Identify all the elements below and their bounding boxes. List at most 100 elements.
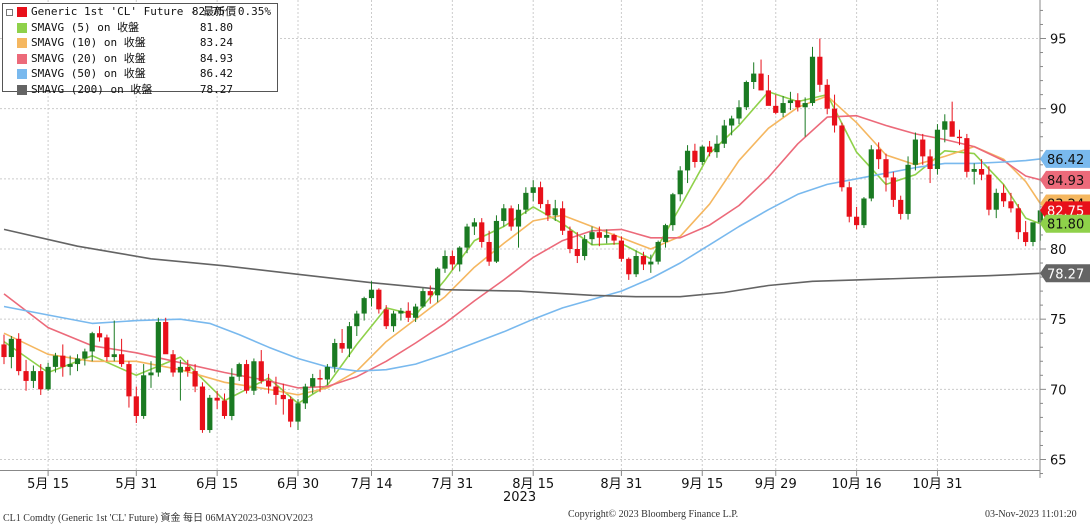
- candlestick: [479, 218, 485, 248]
- candle-body: [898, 199, 904, 214]
- candle-body: [699, 146, 705, 162]
- candle-body: [273, 386, 279, 395]
- candle-body: [119, 354, 125, 365]
- candlestick: [949, 101, 955, 137]
- legend-item-sma20: SMAVG (20) on 收盤 84.93: [3, 51, 277, 67]
- candle-body: [229, 376, 235, 416]
- legend-swatch: [17, 7, 27, 17]
- candlestick: [273, 376, 279, 405]
- candle-body: [82, 351, 88, 359]
- candle-body: [758, 73, 764, 91]
- y-tick-label: 75: [1050, 313, 1067, 328]
- candle-body: [302, 386, 308, 404]
- candle-body: [361, 298, 367, 314]
- candlestick: [332, 338, 338, 373]
- candle-body: [221, 400, 228, 416]
- candle-body: [743, 82, 749, 108]
- candle-body: [214, 397, 220, 401]
- y-tick-label: 65: [1050, 454, 1067, 469]
- candlestick: [648, 254, 654, 273]
- candlestick: [729, 115, 735, 136]
- candlestick: [633, 250, 639, 278]
- candle-body: [655, 241, 661, 262]
- candle-body: [288, 399, 294, 422]
- legend-label: SMAVG (50) on 收盤: [31, 67, 146, 80]
- candlestick: [383, 305, 389, 329]
- candle-body: [508, 208, 514, 227]
- candlestick: [368, 281, 375, 307]
- candlestick: [934, 124, 941, 175]
- candlestick: [912, 132, 918, 171]
- candle-body: [596, 232, 602, 238]
- candlestick: [567, 226, 573, 254]
- candlestick: [1030, 222, 1036, 247]
- candlestick: [236, 362, 242, 381]
- candle-body: [74, 358, 81, 365]
- candle-body: [405, 310, 411, 318]
- candlestick: [802, 97, 808, 137]
- candle-body: [133, 396, 139, 416]
- candlestick: [405, 302, 411, 322]
- candle-body: [978, 169, 985, 175]
- value-tag-label: 81.80: [1047, 218, 1084, 233]
- legend-label: Generic 1st 'CL' Future - 最新價: [31, 5, 237, 18]
- candle-body: [986, 174, 992, 210]
- candlestick: [435, 267, 441, 303]
- candle-body: [662, 225, 669, 242]
- collapse-box-icon[interactable]: [6, 9, 13, 16]
- candlestick: [758, 59, 764, 91]
- candle-body: [633, 256, 639, 275]
- value-tag: 84.93: [1040, 170, 1090, 189]
- candle-body: [346, 326, 353, 349]
- candlestick: [920, 133, 926, 165]
- candlestick: [339, 328, 345, 353]
- candlestick: [589, 226, 595, 245]
- candle-body: [163, 321, 169, 355]
- candle-body: [993, 192, 999, 210]
- legend-value: 86.42: [199, 67, 233, 80]
- candle-body: [971, 169, 977, 172]
- candle-body: [545, 204, 551, 216]
- candle-body: [310, 378, 316, 387]
- candle-body: [442, 256, 448, 269]
- candlestick: [449, 250, 455, 271]
- candle-body: [398, 310, 404, 314]
- candlestick: [993, 188, 999, 219]
- candle-body: [964, 138, 970, 172]
- candle-body: [552, 208, 558, 216]
- candle-body: [8, 338, 14, 358]
- candlestick: [89, 331, 95, 362]
- candlestick: [354, 310, 360, 337]
- candle-body: [949, 121, 955, 137]
- candle-body: [670, 194, 676, 226]
- candlestick: [185, 359, 191, 377]
- candlestick: [618, 236, 624, 262]
- value-tag-label: 78.27: [1047, 267, 1084, 282]
- candlestick: [905, 156, 911, 220]
- candle-body: [38, 371, 44, 390]
- legend-change: 0.35%: [237, 5, 271, 18]
- candlestick: [310, 373, 316, 394]
- candle-body: [530, 187, 536, 193]
- candlestick: [692, 143, 698, 168]
- candle-body: [376, 289, 382, 310]
- candle-body: [383, 309, 389, 327]
- value-tag: 78.27: [1040, 264, 1090, 283]
- candle-body: [104, 337, 110, 358]
- candlestick: [23, 359, 29, 391]
- candle-body: [111, 354, 117, 358]
- candlestick: [170, 350, 176, 377]
- candlestick: [119, 338, 125, 367]
- candlestick: [699, 145, 705, 165]
- candle-body: [1008, 201, 1014, 209]
- candlestick: [45, 362, 51, 391]
- candlestick: [177, 359, 183, 401]
- value-tag-shape: [1040, 170, 1090, 189]
- candle-body: [560, 208, 566, 231]
- candlestick: [964, 133, 970, 178]
- candle-body: [787, 100, 794, 104]
- candlestick: [971, 163, 977, 185]
- candlestick: [890, 171, 896, 207]
- candle-body: [883, 159, 889, 178]
